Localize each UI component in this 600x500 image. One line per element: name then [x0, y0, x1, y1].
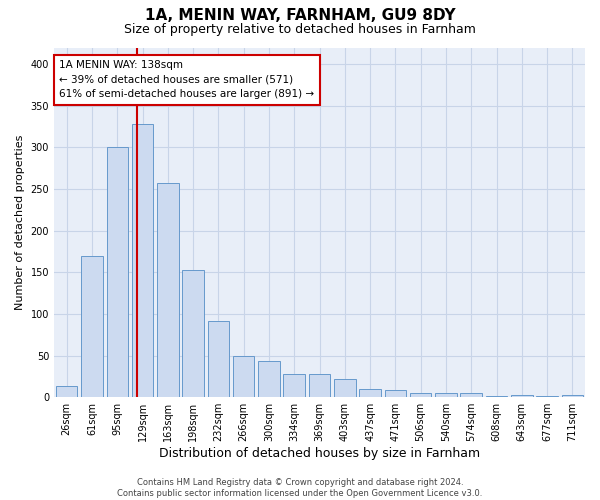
Bar	[283, 374, 305, 397]
Bar	[309, 374, 330, 397]
X-axis label: Distribution of detached houses by size in Farnham: Distribution of detached houses by size …	[159, 447, 480, 460]
Bar	[258, 360, 280, 397]
Text: Contains HM Land Registry data © Crown copyright and database right 2024.
Contai: Contains HM Land Registry data © Crown c…	[118, 478, 482, 498]
Bar	[56, 386, 77, 397]
Bar	[435, 393, 457, 397]
Bar	[410, 393, 431, 397]
Bar	[486, 396, 507, 397]
Bar	[460, 393, 482, 397]
Bar	[385, 390, 406, 397]
Bar	[562, 394, 583, 397]
Bar	[132, 124, 153, 397]
Bar	[107, 148, 128, 397]
Bar	[208, 320, 229, 397]
Bar	[157, 183, 179, 397]
Bar	[233, 356, 254, 397]
Bar	[536, 396, 558, 397]
Bar	[359, 389, 381, 397]
Bar	[81, 256, 103, 397]
Y-axis label: Number of detached properties: Number of detached properties	[15, 134, 25, 310]
Bar	[334, 379, 356, 397]
Text: Size of property relative to detached houses in Farnham: Size of property relative to detached ho…	[124, 22, 476, 36]
Text: 1A MENIN WAY: 138sqm
← 39% of detached houses are smaller (571)
61% of semi-deta: 1A MENIN WAY: 138sqm ← 39% of detached h…	[59, 60, 314, 100]
Bar	[182, 270, 204, 397]
Text: 1A, MENIN WAY, FARNHAM, GU9 8DY: 1A, MENIN WAY, FARNHAM, GU9 8DY	[145, 8, 455, 22]
Bar	[511, 394, 533, 397]
